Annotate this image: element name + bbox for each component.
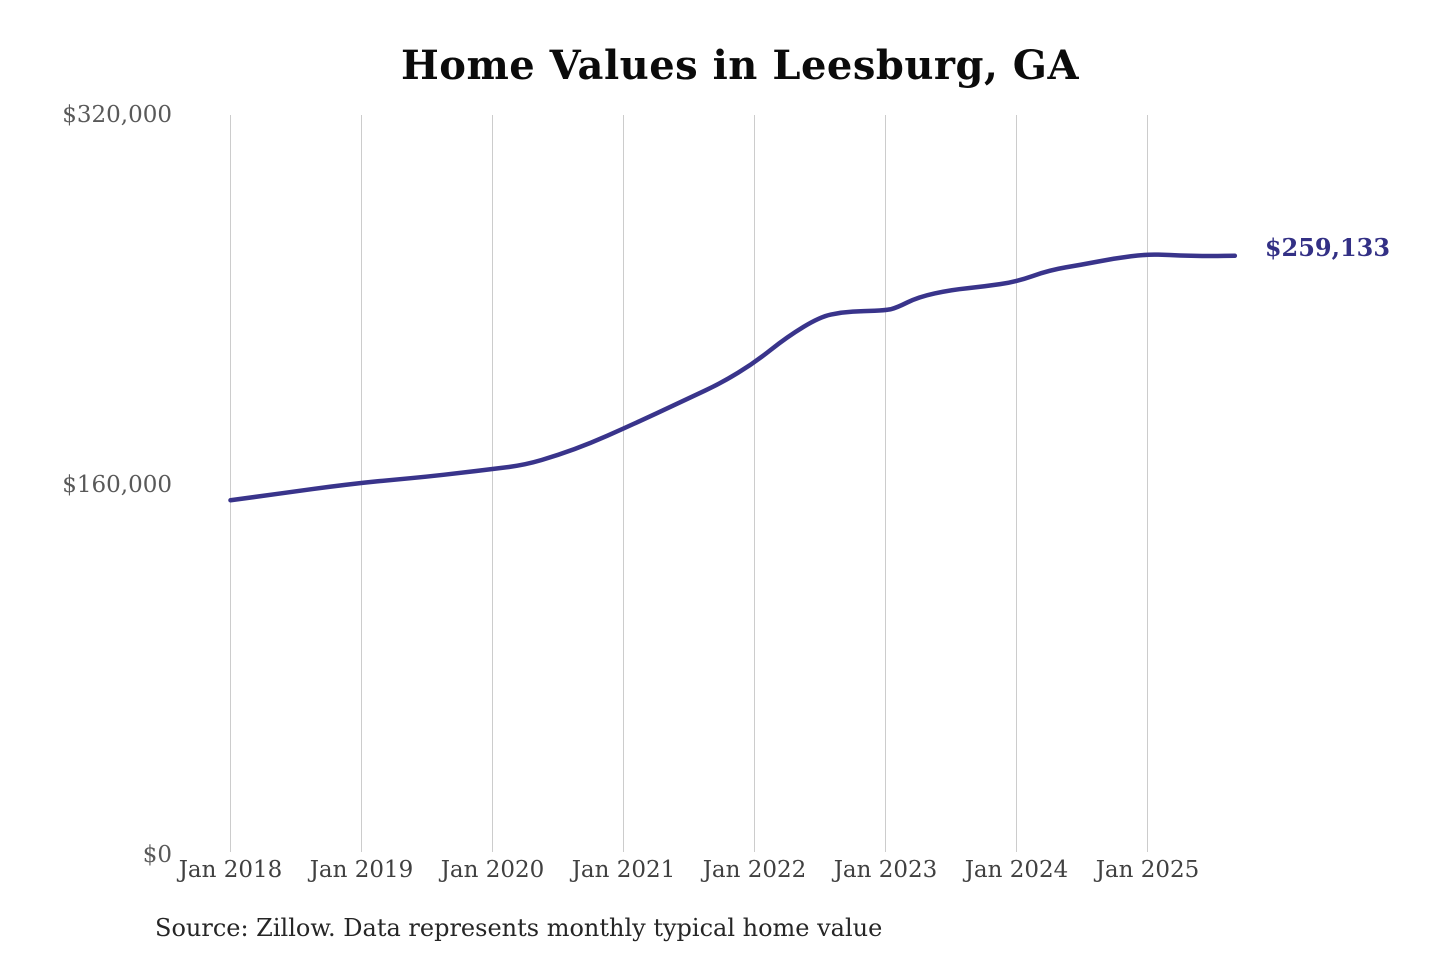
x-axis-label: Jan 2018: [178, 857, 283, 883]
y-axis-label: $320,000: [62, 102, 172, 128]
latest-value-label: $259,133: [1264, 232, 1391, 262]
x-axis-label: Jan 2024: [964, 857, 1069, 883]
home-value-line: [228, 252, 1238, 503]
x-axis-label: Jan 2021: [571, 857, 676, 883]
x-axis-label: Jan 2025: [1095, 857, 1200, 883]
chart-title: Home Values in Leesburg, GA: [400, 42, 1079, 89]
x-axis-label: Jan 2020: [440, 857, 545, 883]
x-axis-label: Jan 2022: [702, 857, 807, 883]
source-note: Source: Zillow. Data represents monthly …: [155, 914, 883, 942]
x-axis-label: Jan 2019: [309, 857, 414, 883]
y-axis-label: $0: [142, 842, 172, 868]
x-axis-label: Jan 2023: [833, 857, 938, 883]
y-axis-label: $160,000: [62, 472, 172, 498]
